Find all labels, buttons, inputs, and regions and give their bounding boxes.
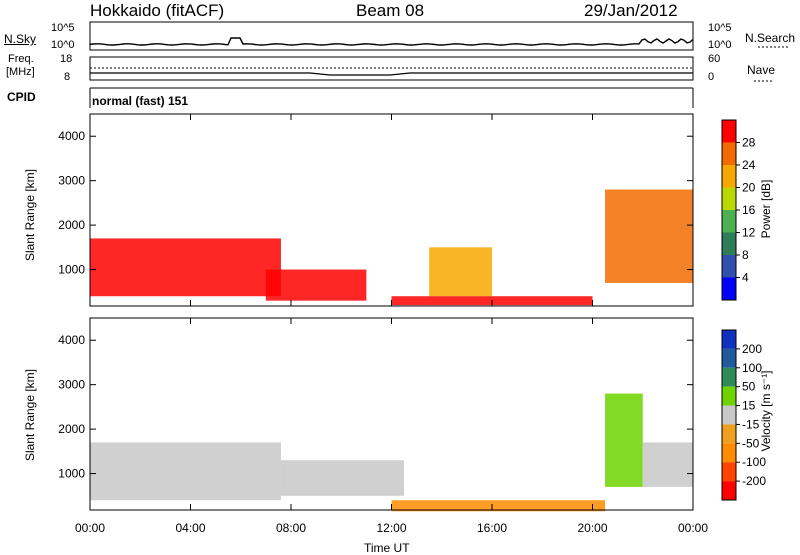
power-cbtick-label-6: 28	[742, 136, 756, 150]
velocity-cbtick-label-2: 50	[742, 380, 756, 394]
noise-left-tick-top: 10^5	[51, 22, 75, 34]
power-cbtick-label-1: 8	[742, 248, 749, 262]
velocity-colorbar-frame	[721, 329, 737, 501]
cpid-label: CPID	[7, 90, 36, 104]
power-cbtick-label-4: 20	[742, 181, 756, 195]
freq-right-tick-bottom: 0	[708, 71, 715, 83]
power-colorbar-swatch-3	[722, 187, 736, 210]
velocity-cbtick-label-5: -50	[742, 436, 760, 450]
power-ytick-label-1: 2000	[58, 218, 85, 232]
nave-label: Nave	[747, 63, 776, 77]
power-cbtick-label-2: 12	[742, 226, 756, 240]
freq-left-tick-bottom: 8	[64, 71, 71, 83]
nsky-label: N.Sky	[4, 32, 37, 46]
xtick-label-5: 20:00	[577, 521, 607, 535]
velocity-cbtick-label-4: -15	[742, 417, 760, 431]
velocity-colorbar-swatch-8	[722, 481, 736, 500]
velocity-cbtick-label-6: -100	[742, 455, 766, 469]
freq-unit-label: [MHz]	[6, 66, 35, 78]
velocity-ytick-label-0: 1000	[58, 467, 85, 481]
power-colorbar-swatch-7	[722, 277, 736, 300]
velocity-cbtick-label-1: 100	[742, 361, 762, 375]
velocity-colorbar-swatch-0	[722, 330, 736, 349]
power-colorbar-swatch-6	[722, 255, 736, 278]
freq-left-tick-top: 18	[60, 53, 73, 65]
power-colorbar-swatch-4	[722, 210, 736, 233]
power-ytick-label-0: 1000	[58, 263, 85, 277]
velocity-cbtick-label-7: -200	[742, 474, 766, 488]
beam-title: Beam 08	[356, 1, 425, 20]
power-region-1	[265, 269, 367, 301]
xtick-label-1: 04:00	[175, 521, 205, 535]
freq-label: Freq.	[8, 53, 34, 65]
xtick-label-4: 16:00	[477, 521, 507, 535]
velocity-colorbar-swatch-4	[722, 405, 736, 425]
power-region-3	[605, 189, 693, 283]
cpid-mode-text: normal (fast) 151	[92, 94, 189, 108]
power-colorbar-swatch-1	[722, 142, 736, 165]
power-region-2	[429, 247, 492, 297]
noise-sky-trace	[89, 37, 694, 46]
xtick-label-0: 00:00	[75, 521, 105, 535]
station-title: Hokkaido (fitACF)	[90, 1, 225, 20]
velocity-cbtick-label-3: 15	[742, 399, 756, 413]
velocity-cbtick-label-0: 200	[742, 342, 762, 356]
xtick-label-2: 08:00	[276, 521, 306, 535]
velocity-ytick-label-3: 4000	[58, 333, 85, 347]
date-title: 29/Jan/2012	[584, 1, 678, 20]
velocity-colorbar-swatch-3	[722, 386, 736, 406]
velocity-ytick-label-1: 2000	[58, 422, 85, 436]
freq-right-tick-top: 60	[708, 53, 721, 65]
nsearch-label: N.Search	[745, 31, 796, 45]
velocity-region-0	[90, 442, 281, 501]
power-cbtick-label-3: 16	[742, 203, 756, 217]
xtick-label-6: 00:00	[678, 521, 708, 535]
noise-right-tick-bottom: 10^0	[708, 39, 732, 51]
velocity-colorbar-swatch-2	[722, 367, 736, 387]
power-ytick-label-2: 3000	[58, 174, 85, 188]
noise-left-tick-bottom: 10^0	[51, 39, 75, 51]
velocity-colorbar-swatch-6	[722, 443, 736, 463]
power-ytick-label-3: 4000	[58, 129, 85, 143]
freq-trace	[90, 72, 693, 76]
x-axis-label: Time UT	[364, 541, 410, 555]
power-cbtick-label-0: 4	[742, 271, 749, 285]
power-colorbar-swatch-5	[722, 232, 736, 255]
xtick-label-3: 12:00	[376, 521, 406, 535]
velocity-region-3	[605, 393, 643, 487]
power-colorbar-swatch-0	[722, 120, 736, 143]
velocity-colorbar-swatch-5	[722, 424, 736, 444]
velocity-colorbar-swatch-7	[722, 462, 736, 482]
noise-panel-frame	[89, 21, 694, 51]
power-cbtick-label-5: 24	[742, 158, 756, 172]
velocity-ytick-label-2: 3000	[58, 378, 85, 392]
velocity-region-4	[642, 442, 693, 487]
power-colorbar-swatch-2	[722, 165, 736, 188]
velocity-colorbar-swatch-1	[722, 348, 736, 368]
velocity-region-1	[280, 460, 405, 496]
velocity-region-2	[391, 500, 606, 512]
noise-right-tick-top: 10^5	[708, 22, 732, 34]
power-region-0	[90, 238, 281, 297]
